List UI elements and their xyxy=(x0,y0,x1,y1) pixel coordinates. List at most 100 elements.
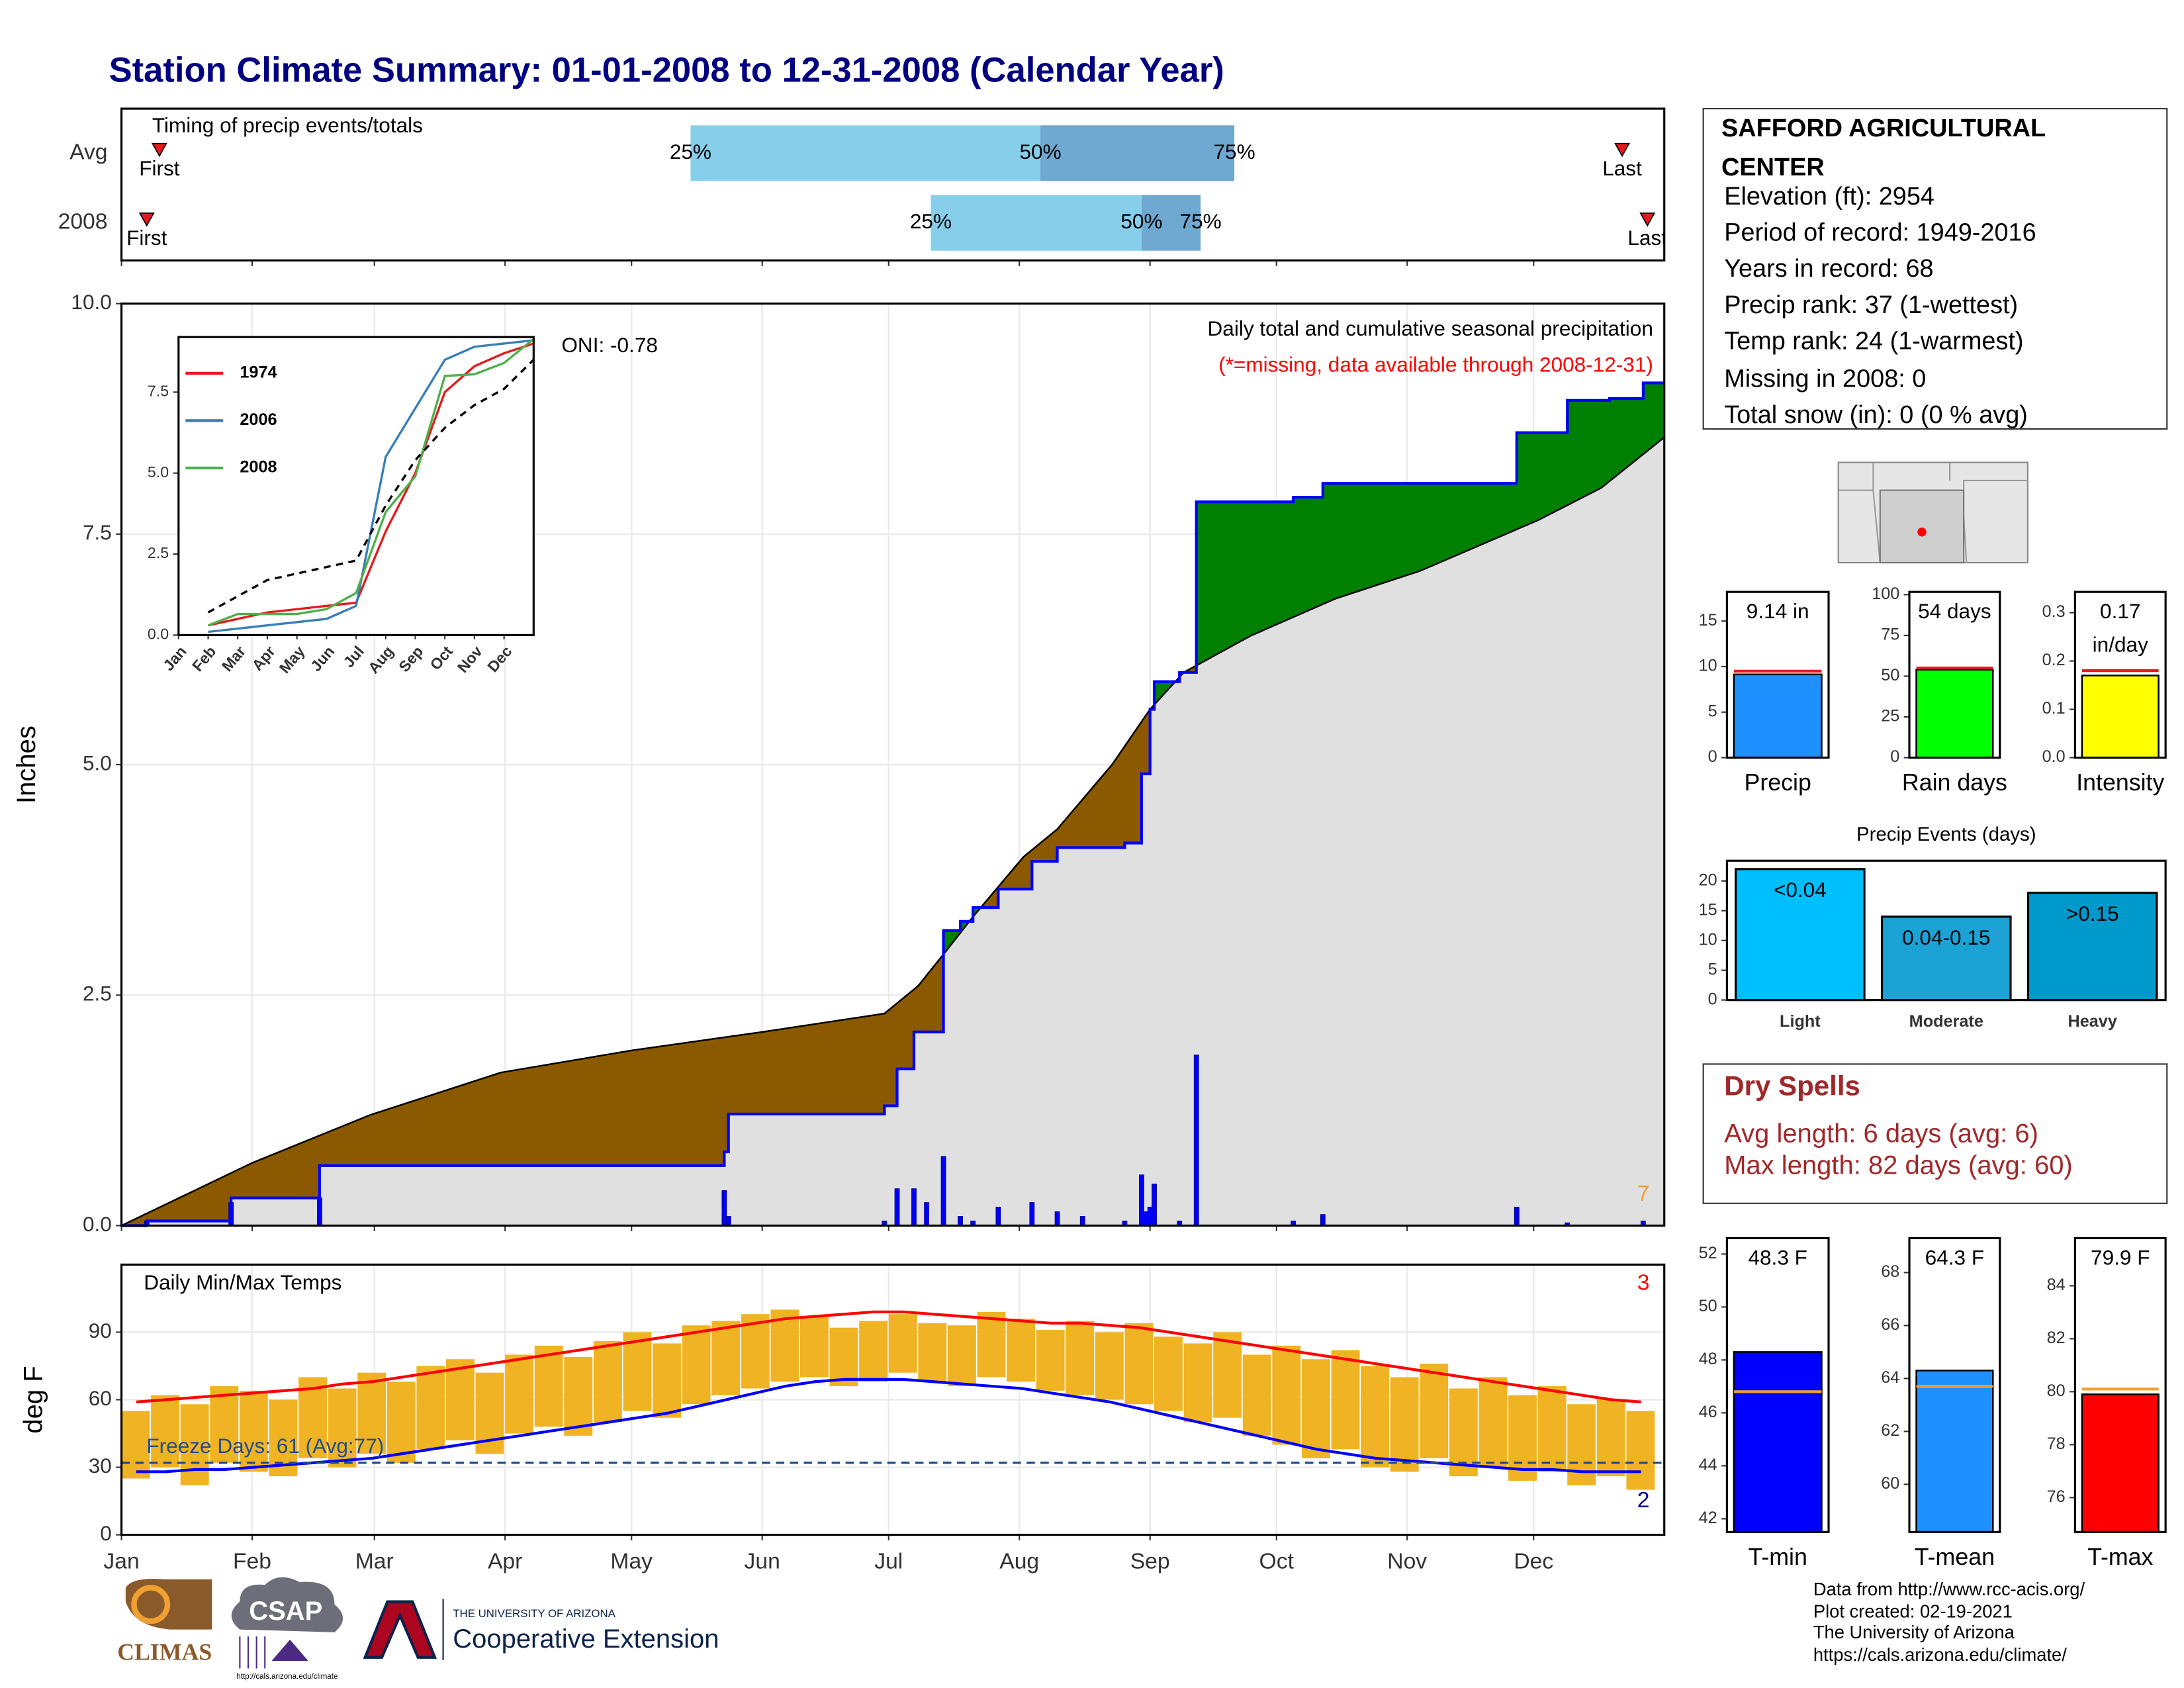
station-line: Elevation (ft): 2954 xyxy=(1724,183,1934,211)
y-tick-label: 80 xyxy=(2047,1382,2066,1400)
y-tick-label: 0.0 xyxy=(148,626,169,643)
temp-range-bar xyxy=(534,1345,563,1427)
ua-name: THE UNIVERSITY OF ARIZONA xyxy=(453,1607,615,1620)
quartile-label: 75% xyxy=(1213,140,1255,164)
y-tick-label: 44 xyxy=(1699,1456,1717,1474)
temp-range-bar xyxy=(445,1359,475,1440)
y-tick-label: 62 xyxy=(1881,1421,1899,1440)
quartile-bar xyxy=(1040,125,1235,181)
y-tick-label: 15 xyxy=(1699,611,1717,630)
event-marker xyxy=(151,142,167,158)
y-tick-label: 50 xyxy=(1699,1297,1717,1315)
oni-label: ONI: -0.78 xyxy=(561,333,658,357)
y-tick-label: 90 xyxy=(89,1319,112,1342)
temp-range-bar xyxy=(121,1411,150,1479)
temp-range-bar xyxy=(711,1321,741,1395)
daily-bar xyxy=(721,1190,727,1227)
temp-range-bar xyxy=(1213,1332,1242,1418)
y-tick-label: 0.0 xyxy=(83,1212,112,1236)
inset-background xyxy=(178,337,534,635)
y-tick-label: 15 xyxy=(1699,900,1717,919)
y-tick-label: 76 xyxy=(2047,1487,2066,1506)
quartile-bar xyxy=(931,195,1142,251)
temp-range-bar xyxy=(741,1314,770,1389)
x-tick-label: May xyxy=(276,643,308,677)
y-tick-label: 0 xyxy=(1708,747,1717,766)
temp-range-bar xyxy=(1301,1359,1330,1458)
cumulative-line xyxy=(207,338,535,627)
season-line xyxy=(121,381,1664,1227)
station-line: Missing in 2008: 0 xyxy=(1724,365,1926,393)
summary-frame xyxy=(1908,1237,2001,1533)
y-tick-label: 25 xyxy=(1881,707,1899,726)
y-axis-title: deg F xyxy=(19,1366,48,1433)
csap-text: CSAP xyxy=(249,1597,322,1626)
quartile-label: 75% xyxy=(1180,209,1222,233)
average-area xyxy=(121,437,1664,1226)
temp-range-bar xyxy=(829,1327,858,1387)
temp-range-bar xyxy=(298,1377,327,1458)
csap-url: http://cals.arizona.edu/climate xyxy=(236,1673,338,1681)
footer-line: The University of Arizona xyxy=(1813,1622,2015,1642)
y-tick-label: 78 xyxy=(2047,1434,2066,1453)
station-line: Years in record: 68 xyxy=(1724,255,1933,283)
temp-range-bar xyxy=(800,1316,829,1378)
station-line: Period of record: 1949-2016 xyxy=(1724,218,2036,246)
y-tick-label: 2.5 xyxy=(83,982,112,1006)
y-axis-title: Inches xyxy=(12,726,41,804)
bin-label: 0.04-0.15 xyxy=(1902,925,1990,949)
y-tick-label: 42 xyxy=(1699,1509,1717,1527)
bin-label: >0.15 xyxy=(2066,902,2119,925)
daily-bar xyxy=(1514,1207,1520,1227)
temp-range-bar xyxy=(1036,1330,1065,1391)
y-tick-label: 0.2 xyxy=(2042,651,2066,669)
map-state xyxy=(1879,489,1965,564)
y-tick-label: 7.5 xyxy=(83,520,112,544)
summary-frame xyxy=(1908,590,2001,759)
summary-frame xyxy=(2073,590,2167,759)
temp-range-bar xyxy=(1095,1332,1124,1400)
temp-range-bar xyxy=(770,1309,799,1382)
temp-range-bar xyxy=(653,1343,681,1418)
x-tick-label: Jul xyxy=(874,1550,903,1574)
value-label-box: 64.3 F xyxy=(1925,1246,1984,1270)
station-box xyxy=(1702,108,2168,430)
y-tick-label: 10 xyxy=(1699,657,1717,675)
legend-label: 2006 xyxy=(240,410,277,429)
y-tick-label: 0 xyxy=(100,1521,112,1545)
x-tick-label: Sep xyxy=(1130,1550,1170,1574)
summary-bar xyxy=(1733,1351,1823,1533)
y-tick-label: 0 xyxy=(1708,990,1717,1008)
quartile-bar xyxy=(1141,195,1201,251)
x-tick-label: Dec xyxy=(1514,1550,1553,1574)
category-label: T-min xyxy=(1749,1544,1807,1570)
temp-range-bar xyxy=(1242,1354,1271,1436)
daily-bar xyxy=(958,1216,963,1227)
value-label: 79.9 F xyxy=(2091,1246,2150,1270)
csap-art xyxy=(239,1636,308,1669)
y-tick-label: 64 xyxy=(1881,1368,1899,1387)
temp-range-bar xyxy=(1626,1411,1655,1490)
y-tick-label: 0.1 xyxy=(2042,699,2066,718)
climas-text: CLIMAS xyxy=(117,1639,212,1665)
x-tick-label: Oct xyxy=(426,643,456,673)
y-tick-label: 46 xyxy=(1699,1403,1717,1421)
x-tick-label: Feb xyxy=(189,643,219,675)
low-note: 2 xyxy=(1637,1488,1650,1513)
x-tick-label: Jul xyxy=(340,643,367,671)
summary-bar xyxy=(1915,1370,1994,1533)
temp-range-bar xyxy=(387,1382,416,1463)
daily-bar xyxy=(1139,1174,1144,1227)
y-tick-label: 10 xyxy=(1699,930,1717,949)
daily-bar xyxy=(995,1207,1001,1227)
inset-frame xyxy=(177,336,535,636)
station-name-box: SAFFORD AGRICULTURAL CENTER xyxy=(1721,115,2045,181)
ua-logo xyxy=(363,1600,437,1659)
y-tick-label: 66 xyxy=(1881,1315,1899,1334)
y-tick-label: 30 xyxy=(89,1454,112,1477)
event-label: Last xyxy=(1627,226,1667,250)
station-lines: Elevation (ft): 2954 Period of record: 1… xyxy=(1724,183,2036,429)
category-label: Rain days xyxy=(1902,769,2007,796)
y-tick-label: 5.0 xyxy=(83,751,112,774)
precip-frame xyxy=(120,303,1666,1227)
